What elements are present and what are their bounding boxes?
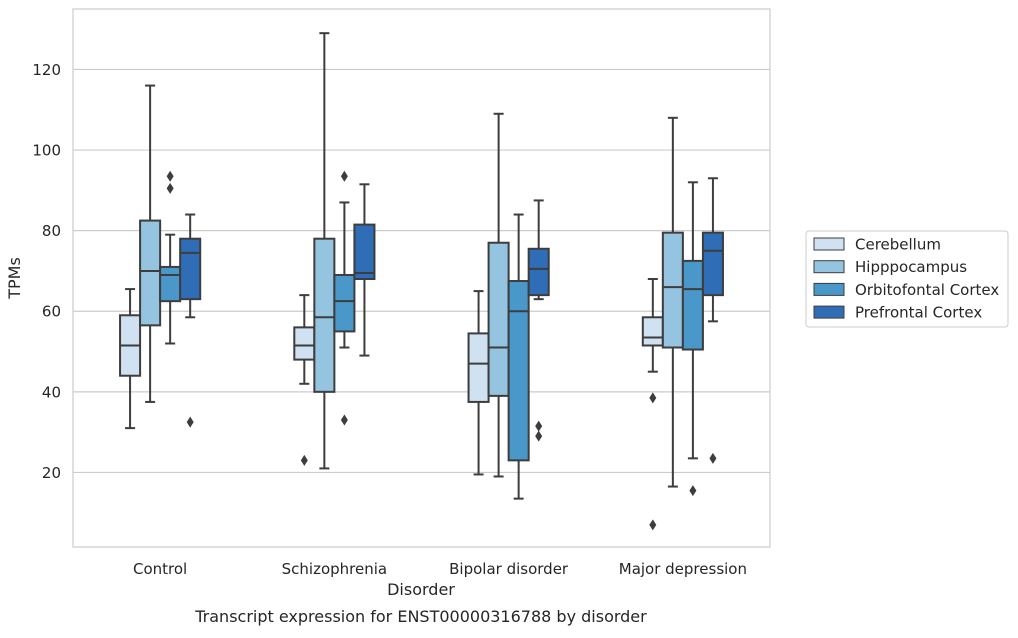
legend-label: Cerebellum (855, 236, 941, 254)
x-tick-labels: Control Schizophrenia Bipolar disorder Majo… (133, 560, 747, 578)
outlier-point (166, 182, 174, 194)
legend-label: Orbitofontal Cortex (855, 281, 999, 299)
y-tick-label: 100 (32, 142, 61, 160)
outlier-point (340, 414, 348, 426)
x-tick-label: Schizophrenia (282, 560, 387, 578)
box-1-3 (467, 290, 490, 476)
legend-swatch (813, 305, 845, 319)
grid-lines (73, 68, 770, 474)
box-4-3 (527, 199, 550, 442)
outlier-point (689, 485, 697, 497)
box-3-3 (507, 213, 530, 500)
box-4-1 (179, 213, 202, 428)
y-tick-labels: 20 40 60 80 100 120 (32, 61, 61, 482)
legend-label: Prefrontal Cortex (855, 304, 982, 322)
outlier-point (649, 519, 657, 531)
box-iqr (313, 237, 336, 393)
box-3-4 (681, 181, 704, 497)
outlier-point (709, 452, 717, 464)
outlier-point (535, 420, 543, 432)
y-tick-label: 120 (32, 61, 61, 79)
box-series (119, 32, 724, 531)
legend-swatch (813, 260, 845, 274)
box-iqr (641, 316, 664, 347)
box-iqr (179, 237, 202, 301)
x-axis-label: Disorder (387, 580, 455, 599)
box-iqr (139, 219, 162, 327)
legend-item: Hipppocampus (813, 258, 967, 276)
box-3-1 (159, 170, 182, 345)
box-iqr (701, 231, 724, 297)
box-1-1 (119, 288, 142, 430)
x-tick-label: Major depression (619, 560, 747, 578)
box-3-2 (333, 170, 356, 426)
y-tick-label: 40 (42, 383, 61, 401)
box-iqr (467, 332, 490, 403)
outlier-point (166, 170, 174, 182)
y-tick-label: 20 (42, 464, 61, 482)
legend-swatch (813, 282, 845, 296)
legend-label: Hipppocampus (855, 258, 967, 276)
box-2-4 (661, 116, 684, 488)
x-tick-label: Control (133, 560, 187, 578)
y-axis-label: TPMs (5, 257, 24, 300)
legend-item: Prefrontal Cortex (813, 304, 982, 322)
box-iqr (353, 223, 376, 281)
y-tick-label: 60 (42, 303, 61, 321)
box-iqr (681, 259, 704, 351)
outlier-point (300, 454, 308, 466)
box-iqr (487, 241, 510, 397)
box-4-2 (353, 183, 376, 357)
box-iqr (527, 247, 550, 297)
box-iqr (661, 231, 684, 349)
box-iqr (333, 273, 356, 333)
box-4-4 (701, 177, 724, 464)
outlier-point (649, 392, 657, 404)
box-2-3 (487, 112, 510, 478)
box-1-4 (641, 278, 664, 531)
box-2-2 (313, 32, 336, 470)
outlier-point (186, 416, 194, 428)
legend-frame (805, 230, 1009, 328)
x-tick-label: Bipolar disorder (449, 560, 569, 578)
box-iqr (507, 280, 530, 462)
legend-item: Cerebellum (813, 236, 941, 254)
box-iqr (293, 326, 316, 361)
box-iqr (159, 265, 182, 303)
outlier-point (535, 430, 543, 442)
box-1-2 (293, 294, 316, 466)
legend: Cerebellum Hipppocampus Orbitofontal Corte… (805, 230, 1009, 328)
outlier-point (340, 170, 348, 182)
legend-swatch (813, 237, 845, 251)
y-tick-label: 80 (42, 222, 61, 240)
plot-frame (72, 8, 771, 548)
box-2-1 (139, 84, 162, 403)
chart-caption: Transcript expression for ENST0000031678… (194, 607, 647, 626)
legend-item: Orbitofontal Cortex (813, 281, 999, 299)
